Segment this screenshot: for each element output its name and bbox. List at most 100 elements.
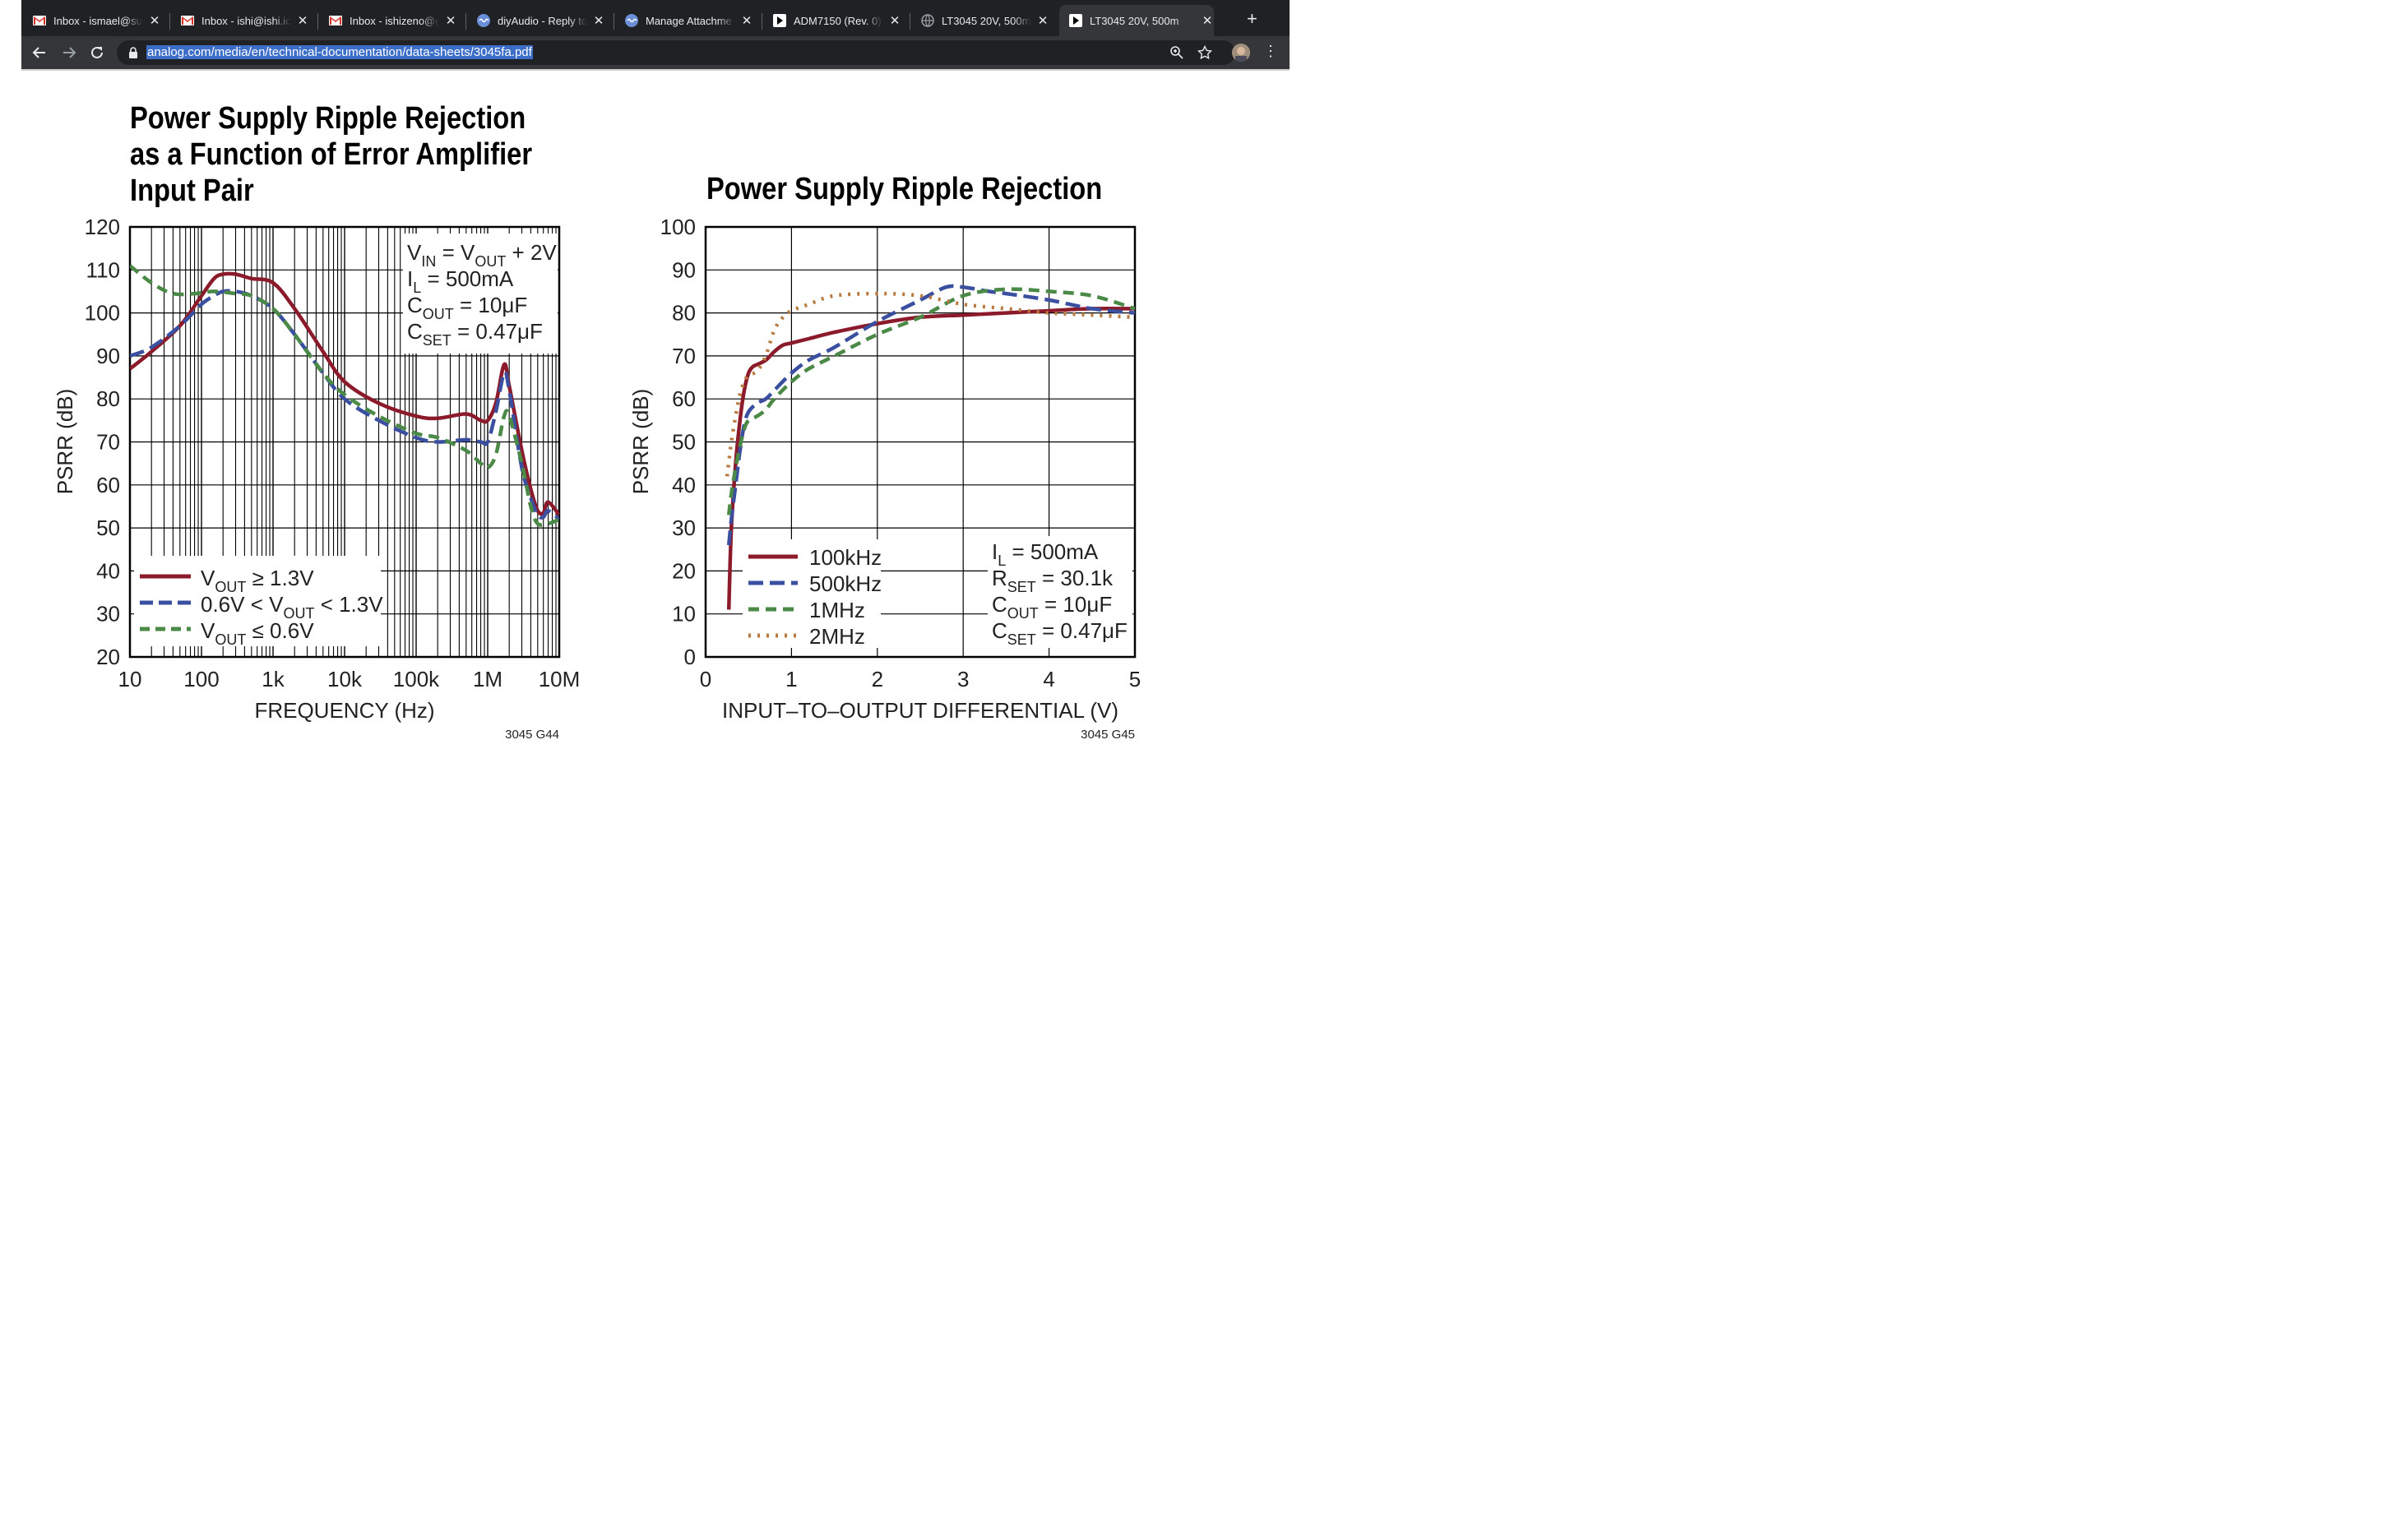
y-tick-label: 60 xyxy=(96,473,120,497)
browser-tab[interactable]: Inbox - ismael@su ✕ xyxy=(33,5,161,36)
x-tick-label: 5 xyxy=(1129,667,1141,691)
y-tick-label: 80 xyxy=(96,386,120,411)
y-tick-label: 90 xyxy=(672,257,696,282)
tab-title: Inbox - ismael@su xyxy=(53,14,142,27)
left-chart-conditions: VIN = VOUT + 2V IL = 500mA COUT = 10μF C… xyxy=(407,240,557,349)
toolbar-shadow xyxy=(21,69,1290,71)
forward-button[interactable] xyxy=(59,43,79,62)
browser-tab[interactable]: Manage Attachme ✕ xyxy=(625,5,753,36)
right-chart-series xyxy=(725,284,1135,610)
tab-title: LT3045 20V, 500m xyxy=(1090,14,1179,27)
close-tab-icon[interactable]: ✕ xyxy=(445,14,456,28)
address-bar[interactable]: analog.com/media/en/technical-documentat… xyxy=(117,40,1235,65)
left-chart-x-ticks: 10 100 1k 10k 100k 1M 10M xyxy=(118,667,581,691)
y-tick-label: 50 xyxy=(672,430,696,455)
legend-label: VOUT ≥ 1.3V xyxy=(201,566,314,595)
tab-title: Manage Attachme xyxy=(646,14,732,27)
browser-tab[interactable]: diyAudio - Reply to ✕ xyxy=(477,5,605,36)
reload-button[interactable] xyxy=(87,43,107,62)
close-tab-icon[interactable]: ✕ xyxy=(1202,14,1213,28)
tab-active[interactable]: LT3045 20V, 500m ✕ xyxy=(1059,5,1214,36)
close-tab-icon[interactable]: ✕ xyxy=(889,14,901,28)
tab-title: ADM7150 (Rev. 0) xyxy=(794,14,882,27)
browser-toolbar: analog.com/media/en/technical-documentat… xyxy=(21,36,1290,69)
series-line xyxy=(130,264,559,527)
gmail-icon xyxy=(33,14,46,27)
y-tick-label: 70 xyxy=(672,344,696,368)
profile-avatar[interactable] xyxy=(1232,44,1250,62)
condition-rset: RSET = 30.1k xyxy=(992,566,1114,595)
left-chart-y-ticks: 20 30 40 50 60 70 80 90 100 110 120 xyxy=(85,215,120,669)
gmail-icon xyxy=(181,14,194,27)
right-chart-title: Power Supply Ripple Rejection xyxy=(706,172,1103,206)
close-tab-icon[interactable]: ✕ xyxy=(149,14,160,28)
y-tick-label: 40 xyxy=(96,558,120,583)
gmail-icon xyxy=(329,14,342,27)
legend-label: 1MHz xyxy=(809,598,865,622)
close-tab-icon[interactable]: ✕ xyxy=(1037,14,1049,28)
y-tick-label: 60 xyxy=(672,386,696,411)
condition-cset: CSET = 0.47μF xyxy=(407,319,543,349)
x-tick-label: 1M xyxy=(473,667,502,691)
y-tick-label: 70 xyxy=(96,430,120,455)
browser-tab[interactable]: ADM7150 (Rev. 0) ✕ xyxy=(773,5,901,36)
y-tick-label: 80 xyxy=(672,301,696,326)
right-conditions-box xyxy=(988,536,1132,648)
right-chart-frame xyxy=(704,225,1137,659)
y-tick-label: 20 xyxy=(96,645,120,669)
forward-arrow-icon xyxy=(63,47,76,58)
back-arrow-icon xyxy=(32,47,45,58)
browser-tab[interactable]: Inbox - ishi@ishi.ic ✕ xyxy=(181,5,309,36)
tab-separator xyxy=(169,13,170,30)
legend-label: 0.6V < VOUT < 1.3V xyxy=(201,592,383,622)
series-line xyxy=(130,271,559,516)
left-chart-x-label: FREQUENCY (Hz) xyxy=(254,698,434,723)
diyaudio-icon xyxy=(625,14,638,27)
x-tick-label: 0 xyxy=(700,667,711,691)
url-text[interactable]: analog.com/media/en/technical-documentat… xyxy=(146,45,533,59)
left-conditions-box xyxy=(403,234,558,354)
pdf-icon xyxy=(773,14,786,27)
y-tick-label: 90 xyxy=(96,344,120,368)
globe-icon xyxy=(921,14,934,27)
left-chart-frame xyxy=(128,225,561,659)
back-button[interactable] xyxy=(30,43,49,62)
browser-tab[interactable]: Inbox - ishizeno@g ✕ xyxy=(329,5,457,36)
y-tick-label: 50 xyxy=(96,516,120,540)
legend-label: 500kHz xyxy=(809,571,882,596)
condition-il: IL = 500mA xyxy=(407,266,514,296)
pdf-page: Power Supply Ripple Rejection as a Funct… xyxy=(0,71,1290,817)
browser-tab[interactable]: LT3045 20V, 500m ✕ xyxy=(921,5,1049,36)
close-tab-icon[interactable]: ✕ xyxy=(297,14,308,28)
series-line xyxy=(725,291,1135,477)
y-tick-label: 20 xyxy=(672,558,696,583)
legend-label: 2MHz xyxy=(809,624,865,649)
condition-cout: COUT = 10μF xyxy=(407,293,527,322)
condition-cset: CSET = 0.47μF xyxy=(992,618,1128,648)
right-chart-y-label: PSRR (dB) xyxy=(628,389,653,495)
series-line xyxy=(726,284,1135,546)
tab-title: Inbox - ishizeno@g xyxy=(350,14,439,27)
bookmark-star-icon[interactable] xyxy=(1197,45,1212,60)
close-tab-icon[interactable]: ✕ xyxy=(741,14,752,28)
right-chart-y-ticks: 0 10 20 30 40 50 60 70 80 90 100 xyxy=(660,215,696,669)
left-chart-title: Power Supply Ripple Rejection as a Funct… xyxy=(130,100,532,209)
right-chart-conditions: IL = 500mA RSET = 30.1k COUT = 10μF CSET… xyxy=(992,539,1128,648)
left-chart-title-line: as a Function of Error Amplifier xyxy=(130,137,533,172)
zoom-icon[interactable] xyxy=(1169,45,1184,60)
y-tick-label: 110 xyxy=(86,257,120,282)
reload-icon xyxy=(91,46,103,58)
x-tick-label: 10M xyxy=(539,667,581,691)
right-chart-x-ticks: 0 1 2 3 4 5 xyxy=(700,667,1141,691)
close-tab-icon[interactable]: ✕ xyxy=(593,14,604,28)
y-tick-label: 30 xyxy=(672,516,696,540)
new-tab-button[interactable]: + xyxy=(1247,8,1257,29)
browser-menu-icon[interactable]: ⋮ xyxy=(1263,43,1278,59)
pdf-icon xyxy=(1069,14,1082,27)
y-tick-label: 30 xyxy=(96,602,120,627)
tab-title: diyAudio - Reply to xyxy=(498,14,587,27)
left-chart-legend: VOUT ≥ 1.3V 0.6V < VOUT < 1.3V VOUT ≤ 0.… xyxy=(140,566,383,648)
tab-title: LT3045 20V, 500m xyxy=(942,14,1031,27)
condition-il: IL = 500mA xyxy=(992,539,1099,569)
left-chart-title-line: Power Supply Ripple Rejection xyxy=(130,101,526,136)
